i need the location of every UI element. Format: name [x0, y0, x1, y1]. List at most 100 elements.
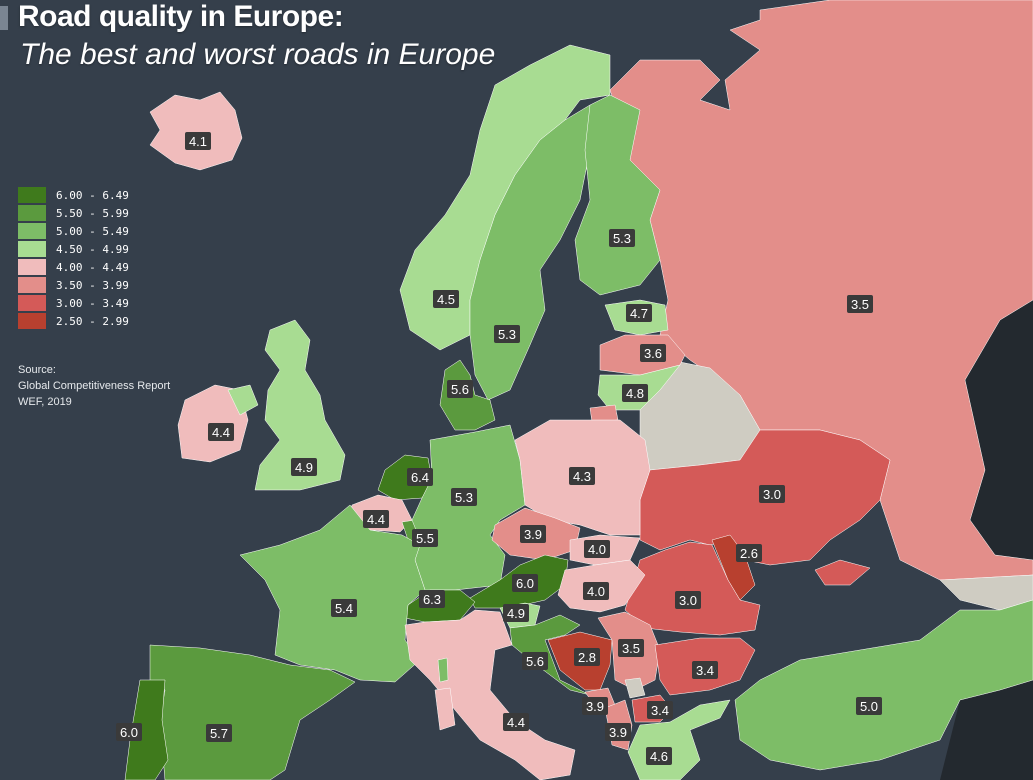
- value-label-box: [206, 724, 232, 742]
- region-turkey: [734, 599, 1033, 771]
- value-label-text: 4.6: [650, 749, 668, 764]
- value-label-box: [574, 648, 600, 666]
- value-label: 4.4: [363, 510, 389, 528]
- legend-item: 5.00 - 5.49: [18, 222, 129, 240]
- value-label-box: [331, 599, 357, 617]
- title-accent-bar: [0, 6, 8, 30]
- value-labels: 4.1 4.5 5.3 5.3 3.5 4.7 3.6 4.8 5.6 4.4 4.9 6.4 4.4 5…: [116, 132, 882, 765]
- value-label-text: 3.4: [696, 663, 714, 678]
- value-label: 3.4: [692, 661, 718, 679]
- value-label-box: [412, 529, 438, 547]
- value-label: 3.9: [582, 697, 608, 715]
- value-label-text: 5.5: [416, 531, 434, 546]
- value-label-box: [626, 304, 652, 322]
- legend-label: 6.00 - 6.49: [56, 188, 129, 202]
- value-label-text: 5.3: [613, 231, 631, 246]
- legend-swatch: [18, 259, 46, 275]
- value-label-box: [856, 697, 882, 715]
- value-label-box: [407, 468, 433, 486]
- region-united-kingdom: [254, 319, 346, 491]
- value-label-text: 4.0: [587, 584, 605, 599]
- value-label: 4.0: [584, 540, 610, 558]
- value-label: 4.5: [433, 290, 459, 308]
- value-label-box: [503, 713, 529, 731]
- value-label-text: 4.4: [367, 512, 385, 527]
- value-label: 2.6: [736, 544, 762, 562]
- value-label: 3.5: [618, 639, 644, 657]
- page-subtitle: The best and worst roads in Europe: [20, 38, 496, 71]
- value-label: 6.3: [419, 590, 445, 608]
- region-kosovo-nodata: [624, 677, 646, 699]
- value-label-box: [512, 574, 538, 592]
- legend-label: 5.00 - 5.49: [56, 224, 129, 238]
- value-label-text: 3.6: [644, 346, 662, 361]
- value-label: 2.8: [574, 648, 600, 666]
- value-label-box: [675, 591, 701, 609]
- value-label-box: [647, 701, 673, 719]
- value-label: 3.5: [847, 295, 873, 313]
- value-label-text: 4.5: [437, 292, 455, 307]
- value-label: 5.4: [331, 599, 357, 617]
- value-label: 4.7: [626, 304, 652, 322]
- value-label: 5.6: [522, 652, 548, 670]
- value-label-text: 4.7: [630, 306, 648, 321]
- legend-swatch: [18, 295, 46, 311]
- value-label-box: [609, 229, 635, 247]
- value-label-text: 5.0: [860, 699, 878, 714]
- value-label-box: [185, 132, 211, 150]
- legend-label: 4.00 - 4.49: [56, 260, 129, 274]
- value-label-box: [847, 295, 873, 313]
- value-label-box: [584, 540, 610, 558]
- value-label-box: [646, 747, 672, 765]
- page-title: Road quality in Europe:: [18, 0, 344, 33]
- value-label-text: 5.3: [455, 490, 473, 505]
- value-label-box: [451, 488, 477, 506]
- value-label-box: [618, 639, 644, 657]
- value-label: 4.3: [569, 467, 595, 485]
- value-label-text: 5.4: [335, 601, 353, 616]
- value-label-text: 2.8: [578, 650, 596, 665]
- value-label: 4.6: [646, 747, 672, 765]
- region-germany: [411, 424, 526, 591]
- value-label: 3.0: [675, 591, 701, 609]
- legend-label: 3.50 - 3.99: [56, 278, 129, 292]
- value-label-box: [759, 485, 785, 503]
- value-label-text: 3.5: [622, 641, 640, 656]
- region-finland: [574, 94, 661, 296]
- value-label-box: [622, 384, 648, 402]
- value-label-text: 6.3: [423, 592, 441, 607]
- value-label-box: [520, 525, 546, 543]
- value-label-box: [363, 510, 389, 528]
- value-label-text: 5.7: [210, 726, 228, 741]
- value-label-text: 6.0: [516, 576, 534, 591]
- value-label-box: [494, 325, 520, 343]
- legend-swatch: [18, 241, 46, 257]
- region-france: [239, 504, 426, 683]
- region-sardinia: [434, 687, 456, 731]
- value-label-box: [640, 344, 666, 362]
- value-label-text: 4.4: [507, 715, 525, 730]
- value-label-box: [736, 544, 762, 562]
- value-label-text: 4.1: [189, 134, 207, 149]
- value-label: 5.5: [412, 529, 438, 547]
- value-label: 4.9: [503, 604, 529, 622]
- legend-item: 3.00 - 3.49: [18, 294, 129, 312]
- value-label-text: 3.0: [679, 593, 697, 608]
- value-label-box: [503, 604, 529, 622]
- value-label-box: [291, 458, 317, 476]
- legend-item: 5.50 - 5.99: [18, 204, 129, 222]
- value-label: 6.0: [116, 723, 142, 741]
- value-label-text: 4.9: [507, 606, 525, 621]
- value-label-box: [583, 582, 609, 600]
- legend-label: 4.50 - 4.99: [56, 242, 129, 256]
- value-label: 6.4: [407, 468, 433, 486]
- value-label-text: 4.4: [212, 425, 230, 440]
- region-northern-ireland: [227, 384, 259, 416]
- value-label-text: 3.0: [763, 487, 781, 502]
- legend-item: 2.50 - 2.99: [18, 312, 129, 330]
- value-label: 5.0: [856, 697, 882, 715]
- value-label: 5.3: [494, 325, 520, 343]
- value-label: 4.1: [185, 132, 211, 150]
- value-label: 3.0: [759, 485, 785, 503]
- non-europe-land-southeast: [940, 680, 1033, 780]
